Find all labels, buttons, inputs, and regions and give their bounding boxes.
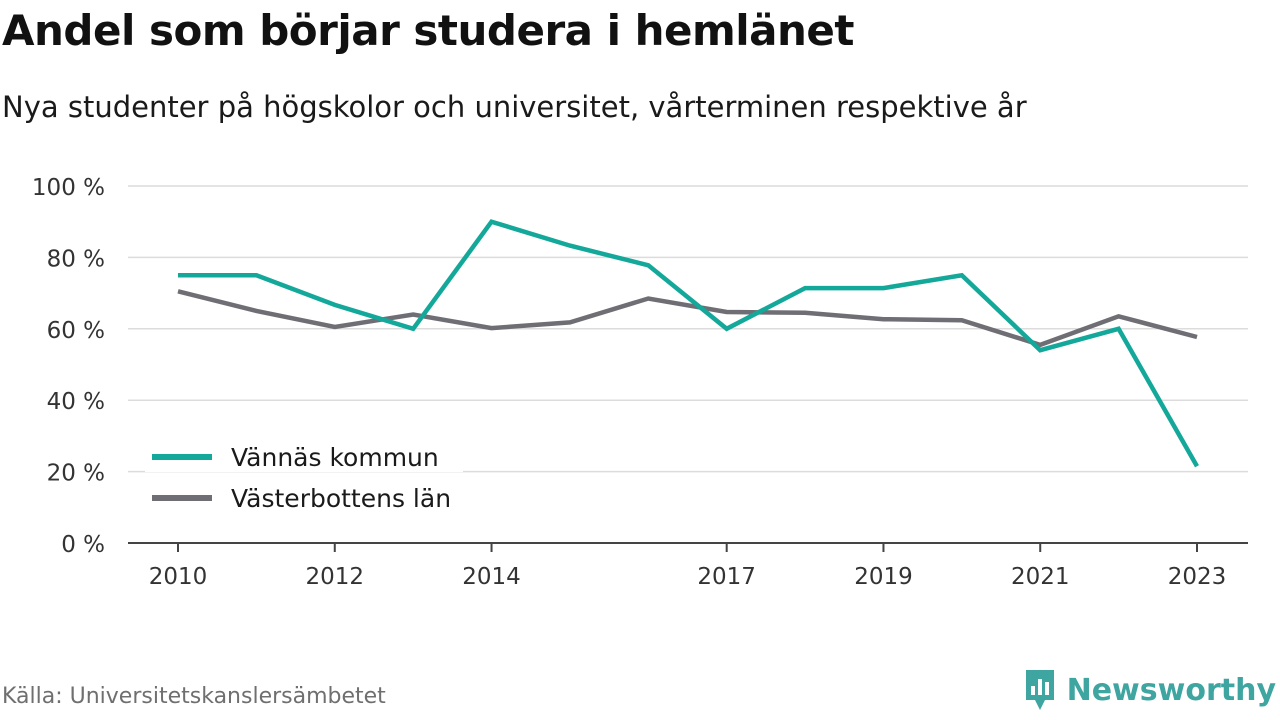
y-tick-label: 0 %	[61, 532, 105, 558]
chart-title: Andel som börjar studera i hemlänet	[2, 6, 855, 55]
y-tick-label: 60 %	[47, 318, 105, 344]
x-tick-label: 2023	[1168, 564, 1227, 590]
legend-label: Västerbottens län	[231, 484, 451, 513]
line-chart: 0 % 20 % 40 % 60 % 80 % 100 % 2010 2012 2014 2017…	[32, 175, 1248, 590]
y-tick-label: 80 %	[47, 246, 105, 272]
y-tick-label: 100 %	[32, 175, 105, 201]
legend-label: Vännäs kommun	[231, 443, 439, 472]
source-note: Källa: Universitetskanslersämbetet	[2, 684, 386, 709]
y-tick-label: 40 %	[47, 389, 105, 415]
brand-name: Newsworthy	[1066, 672, 1276, 708]
series-line-0	[178, 219, 1199, 468]
x-tick-label: 2021	[1011, 564, 1070, 590]
x-tick-label: 2017	[697, 564, 756, 590]
chart-legend: Vännäs kommun Västerbottens län	[145, 436, 463, 513]
chart-subtitle: Nya studenter på högskolor och universit…	[2, 90, 1027, 124]
x-tick-label: 2012	[305, 564, 364, 590]
y-tick-label: 20 %	[47, 461, 105, 487]
newsworthy-logo-icon	[1025, 670, 1054, 710]
x-tick-label: 2014	[462, 564, 521, 590]
brand-logo[interactable]: Newsworthy	[1023, 668, 1276, 712]
x-tick-label: 2010	[149, 564, 208, 590]
x-tick-label: 2019	[854, 564, 913, 590]
